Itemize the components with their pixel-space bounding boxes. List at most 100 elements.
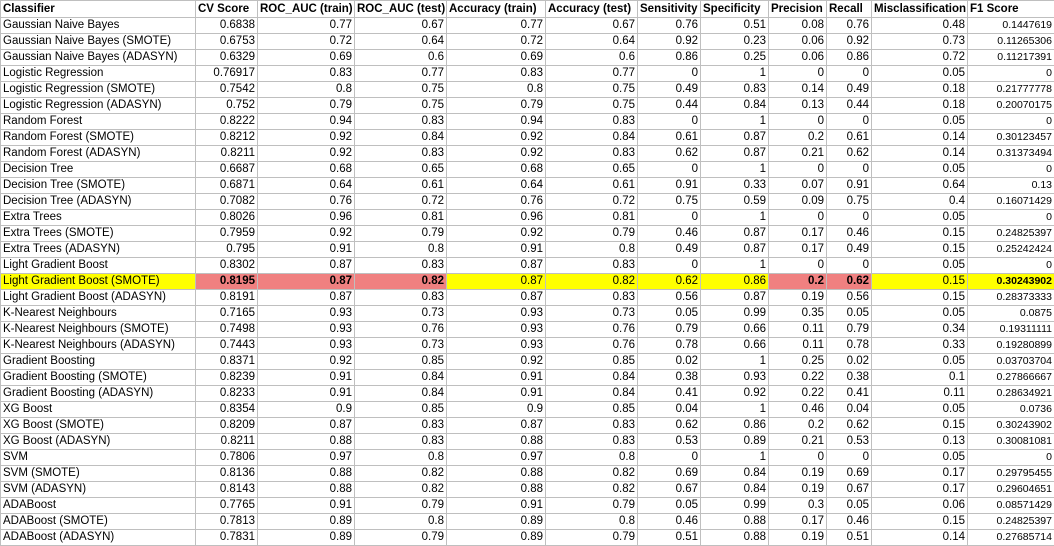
metric-cell: 0.30243902 [968, 274, 1054, 290]
metric-cell: 0.67 [638, 482, 701, 498]
metric-cell: 0.19 [769, 466, 827, 482]
metric-cell: 0.41 [638, 386, 701, 402]
metric-cell: 0.51 [701, 18, 769, 34]
metric-cell: 0.41 [827, 386, 872, 402]
metric-cell: 0.8 [546, 514, 638, 530]
metric-cell: 1 [701, 402, 769, 418]
metric-cell: 0.83 [355, 114, 447, 130]
metric-cell: 0.27866667 [968, 370, 1054, 386]
metric-cell: 0.85 [355, 354, 447, 370]
metric-cell: 0.83 [355, 418, 447, 434]
metric-cell: 0.96 [258, 210, 355, 226]
metric-cell: 0.8 [546, 242, 638, 258]
classifier-name-cell: Light Gradient Boost (SMOTE) [1, 274, 196, 290]
metric-cell: 0.62 [638, 146, 701, 162]
metric-cell: 0.65 [546, 162, 638, 178]
metric-cell: 0.49 [827, 82, 872, 98]
metric-cell: 0.88 [701, 514, 769, 530]
metric-cell: 0.79 [827, 322, 872, 338]
metric-cell: 0.93 [258, 338, 355, 354]
metric-cell: 0.93 [258, 322, 355, 338]
metric-cell: 0.66 [701, 322, 769, 338]
metric-cell: 0.30123457 [968, 130, 1054, 146]
metric-cell: 0.44 [638, 98, 701, 114]
metric-cell: 0.88 [258, 482, 355, 498]
header-misclassification: Misclassification [872, 1, 968, 18]
metric-cell: 0 [769, 450, 827, 466]
metric-cell: 0.4 [872, 194, 968, 210]
metric-cell: 0.51 [827, 530, 872, 546]
metric-cell: 0.8 [447, 82, 546, 98]
classifier-name-cell: SVM (ADASYN) [1, 482, 196, 498]
metric-cell: 0.11217391 [968, 50, 1054, 66]
classifier-name-cell: Random Forest [1, 114, 196, 130]
metric-cell: 0.84 [701, 482, 769, 498]
metric-cell: 0.87 [258, 258, 355, 274]
metric-cell: 0.53 [638, 434, 701, 450]
classifier-name-cell: Extra Trees (SMOTE) [1, 226, 196, 242]
metric-cell: 0.67 [546, 18, 638, 34]
metric-cell: 0.88 [258, 466, 355, 482]
metric-cell: 0.84 [355, 370, 447, 386]
header-row: Classifier CV Score ROC_AUC (train) ROC_… [1, 1, 1054, 18]
metric-cell: 0.73 [355, 338, 447, 354]
classifier-name-cell: XG Boost (SMOTE) [1, 418, 196, 434]
metric-cell: 0.11 [769, 322, 827, 338]
metric-cell: 0.46 [827, 514, 872, 530]
metric-cell: 0.69 [258, 50, 355, 66]
classifier-name-cell: Decision Tree (ADASYN) [1, 194, 196, 210]
metric-cell: 0.14 [872, 530, 968, 546]
metric-cell: 0.7498 [196, 322, 258, 338]
classifier-name-cell: ADABoost (SMOTE) [1, 514, 196, 530]
metric-cell: 0.8 [355, 514, 447, 530]
metric-cell: 0.89 [258, 514, 355, 530]
header-recall: Recall [827, 1, 872, 18]
metric-cell: 0 [968, 450, 1054, 466]
classifier-name-cell: K-Nearest Neighbours [1, 306, 196, 322]
metric-cell: 0.33 [872, 338, 968, 354]
metric-cell: 0.77 [258, 18, 355, 34]
metric-cell: 0.99 [701, 498, 769, 514]
classifier-name-cell: Extra Trees (ADASYN) [1, 242, 196, 258]
metric-cell: 0.86 [638, 50, 701, 66]
metric-cell: 0.61 [827, 130, 872, 146]
metric-cell: 0.19 [769, 290, 827, 306]
metric-cell: 0 [968, 114, 1054, 130]
metric-cell: 0.62 [638, 418, 701, 434]
metric-cell: 0.51 [638, 530, 701, 546]
metric-cell: 0.25242424 [968, 242, 1054, 258]
metric-cell: 0.7082 [196, 194, 258, 210]
metric-cell: 0.92 [258, 354, 355, 370]
metric-cell: 0.67 [827, 482, 872, 498]
metric-cell: 0.6 [546, 50, 638, 66]
metric-cell: 0 [968, 162, 1054, 178]
metric-cell: 0.04 [827, 402, 872, 418]
classifier-name-cell: Extra Trees [1, 210, 196, 226]
metric-cell: 0.05 [872, 354, 968, 370]
metric-cell: 0.23 [701, 34, 769, 50]
classifier-name-cell: Gaussian Naive Bayes [1, 18, 196, 34]
metric-cell: 0.21 [769, 146, 827, 162]
metric-cell: 0.28634921 [968, 386, 1054, 402]
metric-cell: 0.78 [638, 338, 701, 354]
metric-cell: 0 [827, 114, 872, 130]
metric-cell: 0.64 [258, 178, 355, 194]
metric-cell: 0.65 [355, 162, 447, 178]
metric-cell: 0.62 [827, 146, 872, 162]
metric-cell: 0.8195 [196, 274, 258, 290]
metric-cell: 0.22 [769, 370, 827, 386]
metric-cell: 0.05 [872, 402, 968, 418]
metric-cell: 0 [638, 450, 701, 466]
metric-cell: 0.59 [701, 194, 769, 210]
